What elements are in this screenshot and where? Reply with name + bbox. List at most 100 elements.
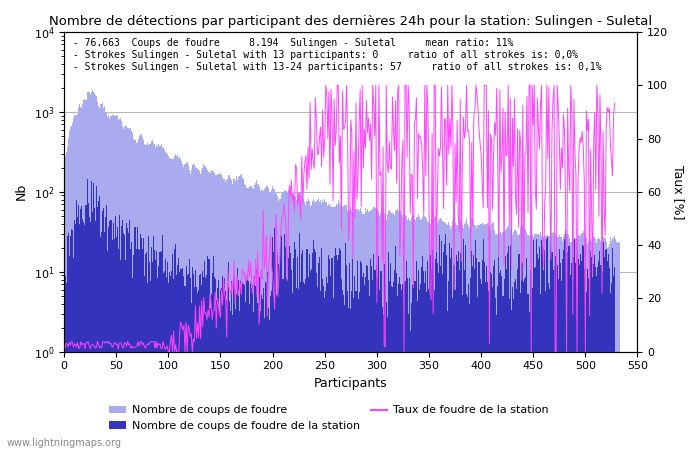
- Bar: [318, 198, 319, 450]
- Bar: [97, 207, 98, 450]
- Bar: [414, 219, 415, 450]
- Bar: [336, 255, 337, 450]
- Bar: [430, 269, 432, 450]
- Bar: [295, 249, 296, 450]
- Bar: [369, 297, 370, 450]
- Bar: [350, 207, 351, 450]
- Bar: [301, 254, 302, 450]
- Bar: [364, 214, 365, 450]
- Bar: [465, 245, 466, 450]
- Bar: [421, 219, 422, 450]
- Bar: [494, 230, 495, 450]
- Bar: [194, 287, 195, 450]
- Bar: [473, 255, 475, 450]
- Bar: [611, 241, 612, 450]
- Bar: [493, 266, 494, 450]
- Bar: [616, 352, 617, 450]
- Bar: [566, 233, 567, 450]
- Bar: [545, 291, 546, 450]
- Bar: [216, 300, 217, 450]
- Bar: [513, 232, 514, 450]
- Bar: [411, 303, 412, 450]
- Bar: [300, 282, 301, 450]
- Bar: [111, 115, 113, 450]
- Bar: [75, 116, 76, 450]
- Bar: [596, 276, 597, 450]
- Bar: [292, 192, 293, 450]
- Bar: [66, 236, 68, 450]
- Bar: [171, 158, 172, 450]
- Bar: [286, 278, 287, 450]
- Bar: [434, 290, 435, 450]
- Bar: [248, 188, 249, 450]
- Bar: [153, 236, 154, 450]
- Bar: [313, 240, 314, 450]
- Bar: [253, 189, 254, 450]
- Bar: [64, 276, 66, 450]
- Taux de foudre de la station: [546, 196, 554, 202]
- Bar: [195, 270, 196, 450]
- Bar: [492, 287, 493, 450]
- Taux de foudre de la station: [458, 161, 466, 166]
- Bar: [218, 280, 219, 450]
- Bar: [103, 108, 104, 450]
- Bar: [560, 237, 561, 450]
- Bar: [113, 239, 115, 450]
- Bar: [286, 191, 287, 450]
- Bar: [148, 236, 149, 450]
- Bar: [234, 309, 236, 450]
- Bar: [571, 242, 573, 450]
- Bar: [520, 227, 522, 450]
- Bar: [475, 225, 477, 450]
- Bar: [440, 266, 441, 450]
- Bar: [214, 173, 215, 450]
- Bar: [243, 179, 244, 450]
- Bar: [433, 257, 434, 450]
- Bar: [519, 254, 520, 450]
- Bar: [119, 119, 120, 450]
- Bar: [152, 140, 153, 450]
- Bar: [76, 200, 77, 450]
- Bar: [134, 227, 136, 450]
- Bar: [564, 234, 565, 450]
- Bar: [252, 188, 253, 450]
- Bar: [419, 216, 420, 450]
- Bar: [587, 269, 588, 450]
- Bar: [323, 202, 324, 450]
- Bar: [480, 279, 481, 450]
- Bar: [450, 230, 452, 450]
- Bar: [405, 261, 407, 450]
- Bar: [373, 207, 374, 450]
- Bar: [384, 214, 385, 450]
- Bar: [343, 206, 344, 450]
- Bar: [609, 244, 610, 450]
- Bar: [505, 229, 507, 450]
- Bar: [191, 302, 192, 450]
- Bar: [294, 196, 295, 450]
- Bar: [106, 112, 107, 450]
- Bar: [546, 236, 547, 450]
- Bar: [241, 284, 243, 450]
- Bar: [573, 237, 575, 450]
- Bar: [234, 181, 236, 450]
- Bar: [530, 233, 531, 450]
- Bar: [258, 277, 260, 450]
- Bar: [583, 246, 584, 450]
- Bar: [302, 198, 303, 450]
- Bar: [396, 273, 397, 450]
- Bar: [614, 267, 615, 450]
- Bar: [195, 167, 196, 450]
- Bar: [154, 250, 155, 450]
- Bar: [586, 292, 587, 450]
- Bar: [539, 247, 540, 450]
- Bar: [196, 287, 197, 450]
- Bar: [360, 211, 362, 450]
- Bar: [364, 285, 365, 450]
- Bar: [362, 277, 363, 450]
- Bar: [281, 236, 283, 450]
- Bar: [393, 282, 394, 450]
- Bar: [483, 224, 484, 450]
- Bar: [399, 211, 400, 450]
- Bar: [511, 234, 512, 450]
- Bar: [102, 104, 103, 450]
